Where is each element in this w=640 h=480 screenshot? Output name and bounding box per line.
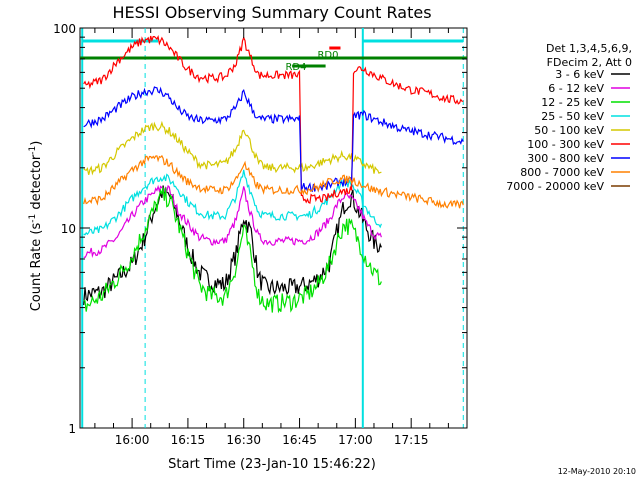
plot-frame [79,27,468,429]
legend-label: 800 - 7000 keV [520,166,604,179]
legend-label: 12 - 25 keV [541,96,604,109]
footer-timestamp: 12-May-2010 20:10 [558,467,636,476]
legend-label: 300 - 800 keV [527,152,604,165]
legend-label: 100 - 300 keV [527,138,604,151]
series-line-5 [83,35,464,204]
observation-bands [80,28,467,428]
series-line-6 [83,86,464,193]
legend-label: 6 - 12 keV [548,82,604,95]
legend: Det 1,3,4,5,6,9,FDecim 2, Att 03 - 6 keV… [506,42,632,193]
series-line-2 [83,187,382,314]
series-line-3 [83,169,382,236]
x-tick-label: 16:00 [115,433,150,447]
series-line-7 [83,154,464,209]
x-tick-label: 16:30 [226,433,261,447]
axis-ticks: 16:00 16:15 16:30 16:45 17:00 17:15 1 10 100 [53,22,467,447]
legend-label: 25 - 50 keV [541,110,604,123]
x-tick-label: 16:45 [282,433,317,447]
legend-label: 3 - 6 keV [555,68,604,81]
legend-header: Det 1,3,4,5,6,9, [546,42,632,55]
y-axis-label: Count Rate (s-1 detector-1) [28,141,44,312]
x-axis-label: Start Time (23-Jan-10 15:46:22) [168,457,376,472]
series-line-1 [83,184,382,259]
series-line-4 [83,120,382,176]
legend-header: FDecim 2, Att 0 [547,56,632,69]
chart-title: HESSI Observing Summary Count Rates [112,3,431,22]
rd4-label: RD4 [285,62,306,73]
x-tick-label: 17:15 [394,433,429,447]
y-tick-label: 100 [53,22,76,36]
x-tick-label: 16:15 [171,433,206,447]
series-layer [83,35,464,314]
legend-label: 50 - 100 keV [534,124,604,137]
y-tick-label: 10 [61,222,76,236]
rd0-label: RD0 [317,50,338,61]
x-tick-label: 17:00 [338,433,373,447]
y-tick-label: 1 [68,422,76,436]
legend-label: 7000 - 20000 keV [506,180,604,193]
